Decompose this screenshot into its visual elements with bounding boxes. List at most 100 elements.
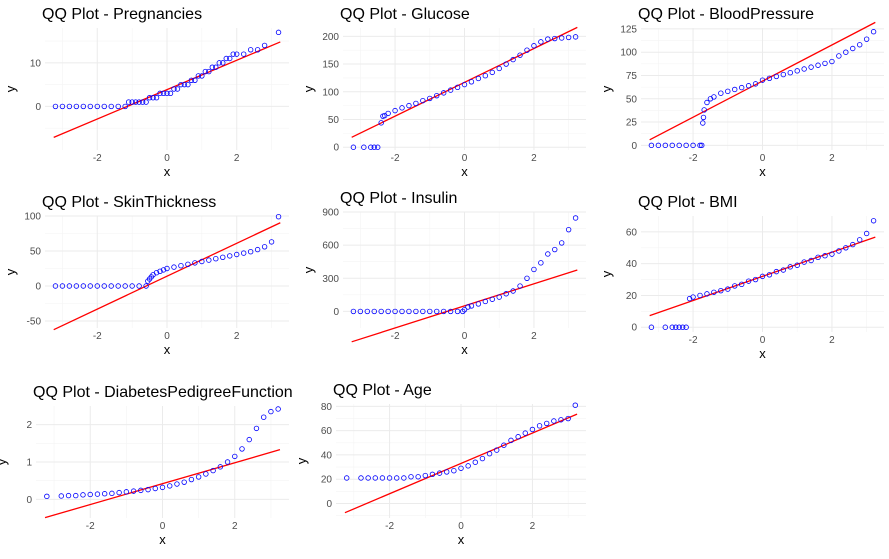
qq-point (164, 90, 170, 97)
qq-point (378, 120, 384, 126)
qq-point (138, 487, 144, 494)
qq-point (686, 295, 693, 302)
qq-point (843, 245, 849, 251)
qq-point (268, 239, 275, 245)
qq-point (697, 292, 703, 299)
y-tick-label: 900 (322, 208, 339, 219)
qq-point (227, 253, 233, 259)
qq-point (704, 291, 710, 297)
qq-point (209, 64, 216, 70)
qq-point (496, 65, 502, 72)
qq-point (503, 291, 509, 297)
qq-point (178, 81, 184, 88)
qq-point (240, 250, 247, 256)
qq-point (558, 417, 564, 423)
x-tick-label: -2 (93, 331, 102, 342)
qq-point (815, 62, 821, 68)
qq-point (472, 459, 478, 465)
qq-point (808, 64, 814, 70)
qq-point (136, 283, 142, 289)
panel-title: QQ Plot - Pregnancies (42, 6, 202, 23)
qq-point (732, 283, 738, 289)
qq-point (399, 308, 405, 315)
qq-point (392, 308, 398, 315)
qq-point (159, 484, 166, 491)
qq-point (379, 475, 386, 481)
qq-point (427, 308, 433, 315)
qq-point (195, 73, 202, 79)
qq-point (745, 278, 752, 284)
qq-point (344, 475, 350, 481)
qq-reference-line (53, 41, 281, 138)
qq-point (394, 475, 400, 481)
y-tick-label: 150 (322, 60, 339, 71)
x-tick-label: 2 (530, 521, 536, 532)
qq-point (510, 56, 516, 63)
qq-point (247, 248, 254, 255)
x-tick-label: 2 (234, 153, 240, 164)
x-tick-label: -2 (86, 521, 95, 532)
qq-point (371, 144, 377, 150)
x-tick-label: 0 (760, 335, 766, 346)
qq-point (669, 324, 675, 330)
qq-point (766, 272, 773, 278)
qq-point (174, 86, 181, 92)
qq-point (559, 35, 565, 41)
qq-point (213, 256, 219, 262)
y-tick-label: 20 (321, 475, 333, 486)
qq-point (350, 144, 357, 150)
qq-point (171, 86, 177, 92)
x-tick-label: 0 (462, 153, 468, 164)
qq-point (501, 442, 507, 448)
qq-point (454, 308, 461, 315)
qq-point (536, 423, 543, 429)
qq-point (787, 264, 793, 270)
qq-point (780, 267, 787, 273)
qq-point (385, 110, 391, 117)
qq-panel: -2 0 2 0 1 2 QQ Plot - DiabetesPedigreeFunctio… (0, 384, 293, 547)
qq-point (87, 103, 94, 110)
qq-point (863, 230, 870, 237)
qq-point (738, 281, 745, 288)
qq-point (531, 43, 537, 49)
qq-point (422, 472, 428, 479)
qq-point (524, 47, 530, 53)
qq-point (108, 283, 114, 289)
y-tick-label: 75 (626, 71, 638, 82)
qq-point (230, 51, 236, 57)
qq-point (192, 260, 198, 266)
qq-point (413, 308, 419, 315)
y-tick-label: 0 (631, 323, 637, 334)
qq-point (676, 142, 682, 149)
x-axis-label: x (458, 532, 465, 547)
x-axis-label: x (159, 532, 166, 547)
qq-point (123, 489, 130, 495)
qq-point (725, 88, 731, 95)
qq-point (508, 437, 514, 444)
qq-point (167, 483, 173, 489)
qq-point (486, 451, 493, 457)
qq-point (59, 103, 66, 110)
qq-point (206, 257, 212, 263)
qq-point (406, 102, 412, 109)
qq-point (406, 308, 412, 315)
qq-point (378, 308, 384, 315)
qq-point (80, 492, 86, 498)
qq-point (415, 474, 421, 480)
qq-point (413, 100, 419, 107)
qq-point (808, 257, 814, 264)
y-tick-label: 100 (322, 87, 339, 98)
qq-point (461, 307, 468, 313)
qq-point (268, 408, 274, 415)
y-tick-label: 0 (35, 102, 41, 113)
qq-point (701, 107, 707, 113)
y-tick-label: 2 (26, 420, 32, 431)
qq-point (857, 42, 863, 48)
qq-point (401, 475, 407, 481)
qq-point (572, 402, 578, 408)
qq-point (152, 485, 158, 492)
qq-point (494, 447, 500, 453)
qq-point (850, 45, 856, 52)
